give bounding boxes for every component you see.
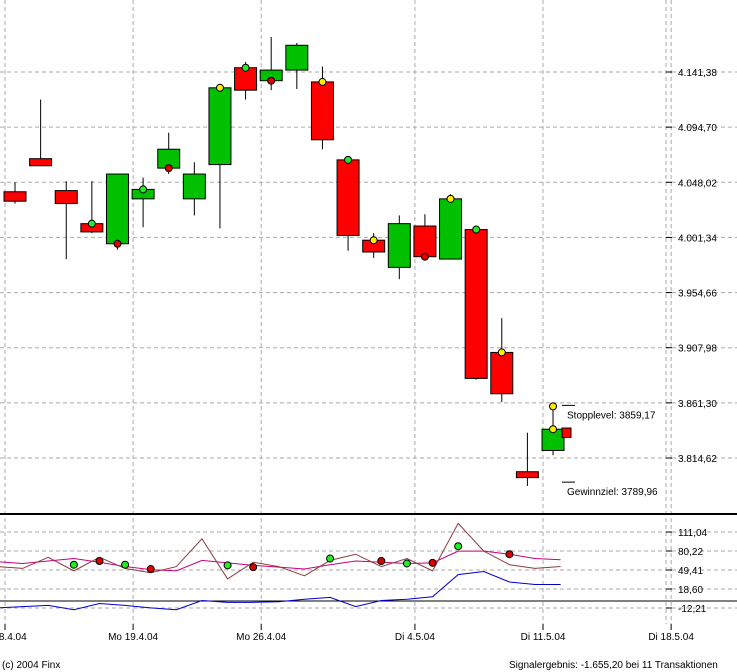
- price-tick-label: 3.907,98: [678, 344, 717, 355]
- candle-body: [490, 351, 514, 395]
- signal-marker: [215, 83, 224, 92]
- signal-marker: [139, 185, 148, 194]
- signal-marker: [472, 225, 481, 234]
- indicator-marker: [454, 542, 463, 551]
- signal-marker: [113, 239, 122, 248]
- candle-body: [105, 173, 129, 245]
- signal-marker: [344, 155, 353, 164]
- indicator-marker: [249, 563, 258, 572]
- indicator-line: [0, 570, 561, 611]
- price-tick-label: 4.141,38: [678, 68, 717, 79]
- indicator-tick-label: 80,22: [678, 547, 703, 558]
- signal-marker: [549, 425, 558, 434]
- candle-body: [54, 190, 78, 205]
- date-tick-label: Di 4.5.04: [395, 632, 435, 643]
- indicator-panel: [0, 522, 561, 611]
- price-tick-label: 3.954,66: [678, 289, 717, 300]
- date-tick-label: Di 18.5.04: [648, 632, 694, 643]
- candle-body: [464, 229, 488, 379]
- signal-result-label: Signalergebnis: -1.655,20 bei 11 Transak…: [509, 660, 718, 671]
- indicator-marker: [326, 554, 335, 563]
- indicator-marker: [121, 560, 130, 569]
- price-tick-label: 4.048,02: [678, 178, 717, 189]
- candle-body: [336, 159, 360, 236]
- signal-marker: [446, 194, 455, 203]
- indicator-marker: [146, 565, 155, 574]
- indicator-marker: [505, 550, 514, 559]
- signal-marker: [164, 164, 173, 173]
- candle-body: [310, 81, 334, 141]
- stopplevel-label: Stopplevel: 3859,17: [567, 410, 656, 421]
- signal-marker: [420, 252, 429, 261]
- candle-body: [413, 225, 437, 258]
- date-tick-label: Mo 26.4.04: [236, 632, 286, 643]
- stopplevel-marker: [549, 402, 558, 411]
- price-axis: 4.141,38 4.094,70 4.048,02 4.001,34 3.954,66…: [666, 68, 717, 465]
- indicator-line: [0, 522, 561, 580]
- indicator-marker: [95, 557, 104, 566]
- date-tick-label: Do 8.4.04: [0, 632, 27, 643]
- price-tick-label: 3.861,30: [678, 399, 717, 410]
- levels: Stopplevel: 3859,17 Gewinnziel: 3789,96: [562, 404, 658, 498]
- candle-body: [515, 471, 539, 479]
- grid: [0, 0, 737, 624]
- signal-markers: [87, 63, 558, 434]
- price-tick-label: 4.094,70: [678, 123, 717, 134]
- indicator-tick-label: 49,41: [678, 566, 703, 577]
- date-axis: Do 8.4.04 Mo 19.4.04 Mo 26.4.04 Di 4.5.04 Di…: [0, 624, 694, 643]
- signal-marker: [369, 236, 378, 245]
- indicator-tick-label: 18,60: [678, 585, 703, 596]
- signal-marker: [267, 76, 276, 85]
- date-tick-label: Mo 19.4.04: [108, 632, 158, 643]
- indicator-marker: [428, 558, 437, 567]
- signal-marker: [241, 63, 250, 72]
- price-tick-label: 3.814,62: [678, 454, 717, 465]
- indicator-marker: [69, 560, 78, 569]
- indicator-line: [0, 550, 561, 572]
- price-tick-label: 4.001,34: [678, 233, 717, 244]
- signal-marker: [497, 348, 506, 357]
- signal-marker: [318, 77, 327, 86]
- indicator-tick-label: 111,04: [678, 528, 708, 539]
- candle-body: [29, 158, 53, 167]
- indicator-axis: 111,04 80,22 49,41 18,60 -12,21: [666, 528, 708, 615]
- candle-body: [285, 44, 309, 71]
- candles: [3, 37, 572, 486]
- indicator-marker: [402, 559, 411, 568]
- pending-candle: [561, 427, 572, 438]
- indicator-marker: [377, 557, 386, 566]
- candle-body: [439, 198, 463, 260]
- candle-body: [387, 223, 411, 268]
- signal-marker: [87, 219, 96, 228]
- candle-body: [182, 173, 206, 200]
- candle-body: [208, 87, 232, 166]
- date-tick-label: Di 11.5.04: [521, 632, 566, 643]
- copyright-label: (c) 2004 Finx: [2, 660, 60, 671]
- indicator-tick-label: -12,21: [678, 604, 707, 615]
- gewinnziel-label: Gewinnziel: 3789,96: [567, 487, 658, 498]
- candle-body: [3, 191, 27, 202]
- indicator-marker: [223, 561, 232, 570]
